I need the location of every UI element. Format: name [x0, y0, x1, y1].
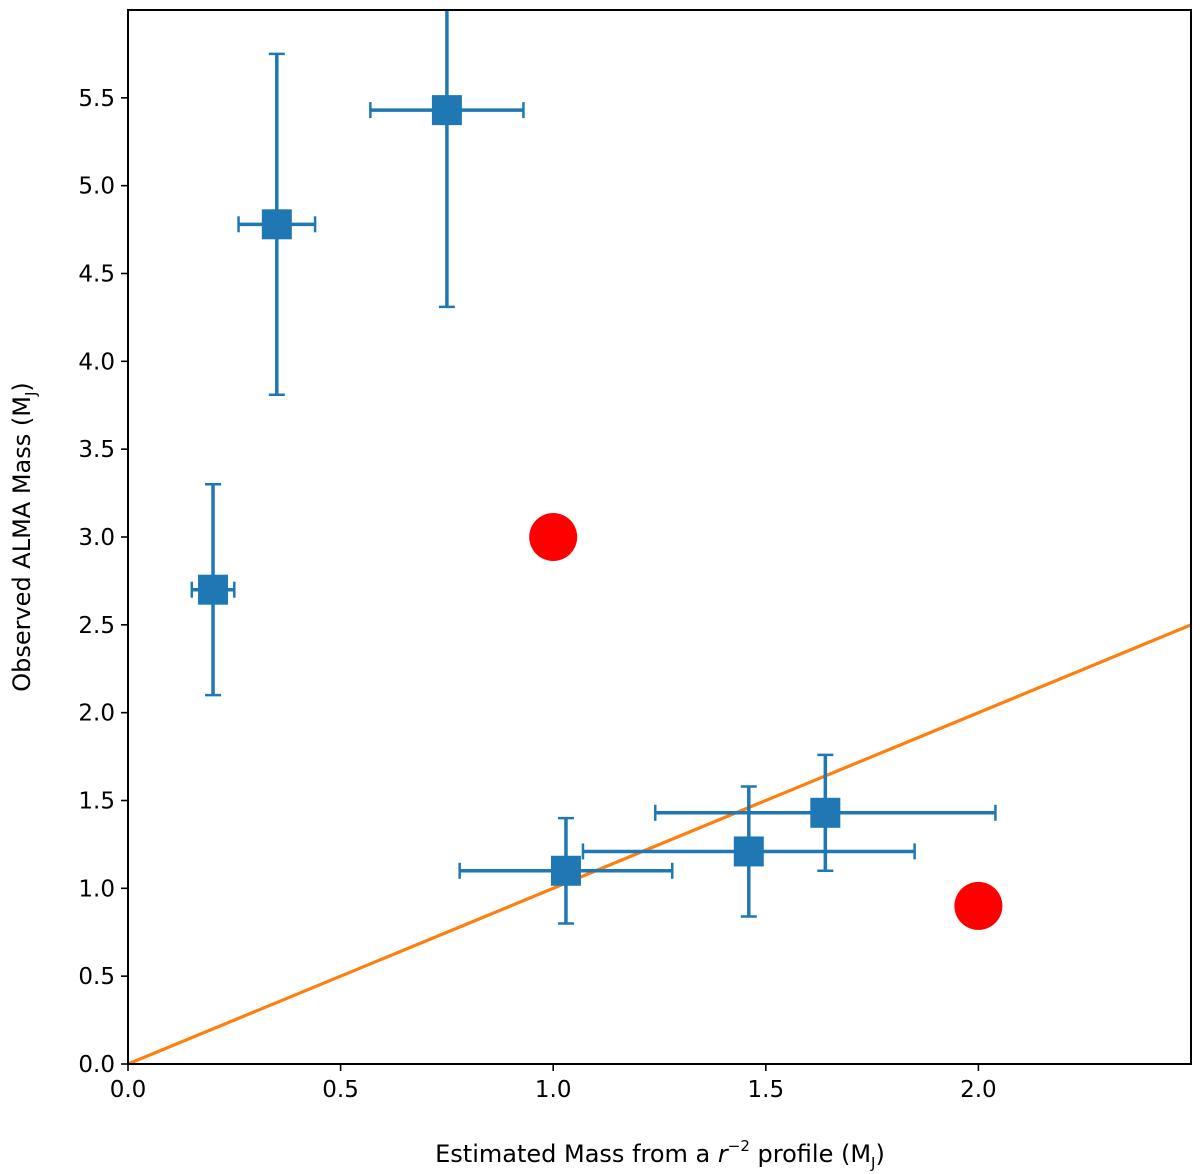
square-marker: [810, 797, 841, 828]
plot-frame: [127, 9, 1192, 1065]
square-marker: [550, 855, 581, 886]
circle-marker: [529, 513, 578, 561]
data-point-errorbar: [458, 816, 674, 925]
data-point-errorbar: [653, 753, 997, 873]
data-point-errorbar: [237, 52, 317, 396]
y-axis: 0.0 0.5 1.0 1.5 2.0 2.5 3.0 3.5 4.0 4.5 5.0 5.5: [78, 86, 128, 1078]
x-tick-label: 1.0: [535, 1077, 572, 1103]
circle-marker: [954, 881, 1003, 930]
square-marker: [198, 574, 229, 605]
y-tick-label: 3.5: [78, 437, 115, 463]
y-tick-label: 4.5: [78, 262, 115, 288]
data-point-errorbar: [581, 785, 916, 918]
x-tick-label: 1.5: [748, 1077, 785, 1103]
x-tick-label: 0.5: [322, 1077, 359, 1103]
y-axis-label: Observed ALMA Mass (MJ): [8, 382, 40, 692]
x-axis-label: Estimated Mass from a r−2 profile (MJ): [435, 1137, 885, 1172]
square-marker: [261, 209, 292, 240]
x-tick-label: 2.0: [960, 1077, 997, 1103]
y-tick-label: 0.0: [78, 1052, 115, 1078]
y-tick-label: 3.0: [78, 525, 115, 551]
y-tick-label: 1.5: [78, 789, 115, 815]
y-tick-label: 1.0: [78, 876, 115, 902]
x-tick-label: 0.0: [110, 1077, 147, 1103]
y-tick-label: 0.5: [78, 964, 115, 990]
data-point-errorbar: [369, 10, 525, 309]
y-tick-label: 2.0: [78, 701, 115, 727]
reference-line: [128, 623, 1191, 1064]
y-tick-label: 4.0: [78, 349, 115, 375]
y-tick-label: 5.0: [78, 174, 115, 200]
y-tick-label: 5.5: [78, 86, 115, 112]
square-marker: [733, 836, 764, 867]
data-point-errorbar: [190, 483, 236, 697]
square-marker: [431, 95, 462, 126]
y-tick-label: 2.5: [78, 613, 115, 639]
x-axis: 0.0 0.5 1.0 1.5 2.0: [110, 1064, 997, 1103]
